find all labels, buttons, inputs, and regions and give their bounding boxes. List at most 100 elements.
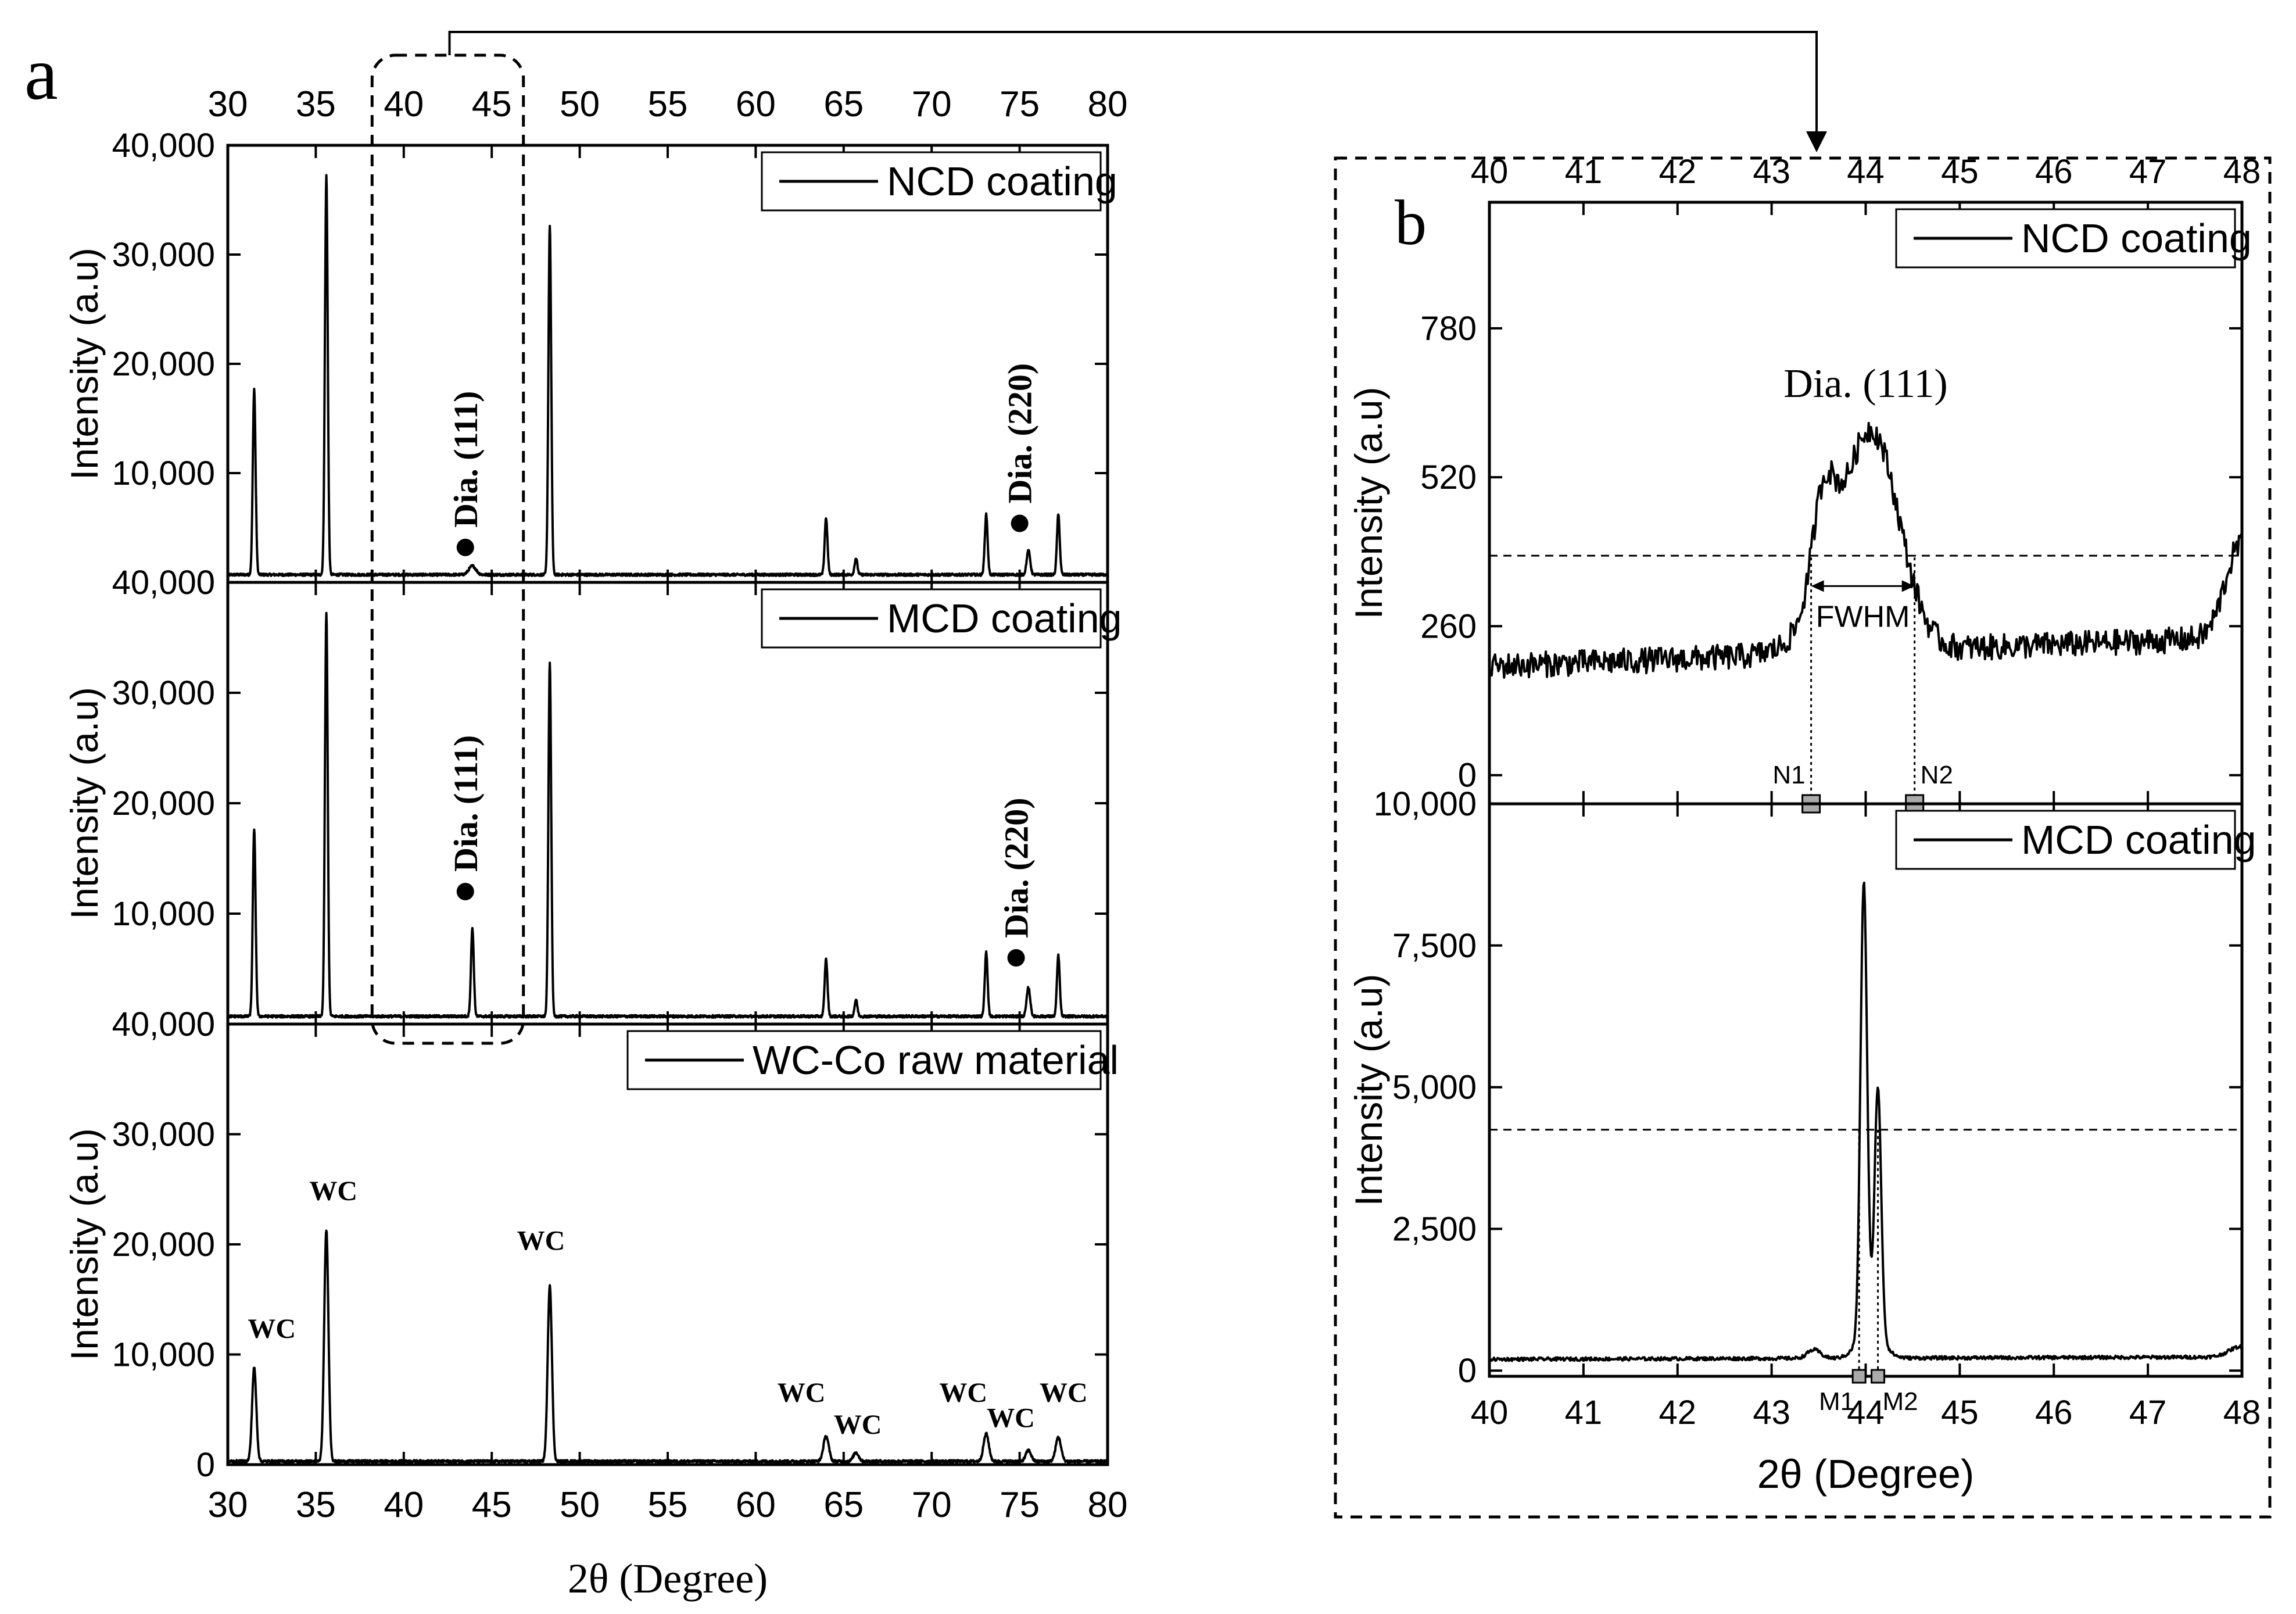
x-tick-label: 50	[560, 1485, 600, 1525]
connector-arrowhead	[1806, 131, 1827, 152]
annotation-marker	[456, 883, 474, 900]
x-tick-label: 35	[296, 1485, 336, 1525]
x-tick-label: 41	[1565, 153, 1603, 191]
annotation-marker	[456, 538, 474, 556]
y-tick-label: 10,000	[1374, 785, 1477, 823]
x-tick-label: 60	[736, 1485, 776, 1525]
x-tick-label: 50	[560, 84, 600, 124]
annotation-label: Dia. (111)	[447, 735, 485, 872]
x-tick-label: 45	[1941, 153, 1979, 191]
y-tick-label: 5,000	[1392, 1069, 1477, 1107]
plot-frame	[1488, 802, 2244, 1378]
x-tick-label: 55	[648, 84, 688, 124]
annotation-label: WC	[309, 1176, 357, 1207]
fwhm-arrowhead-right	[1901, 580, 1915, 592]
marker-square	[1871, 1369, 1886, 1384]
marker-square	[1851, 1369, 1867, 1384]
fwhm-arrowhead-left	[1811, 580, 1824, 592]
annotation-marker	[1007, 949, 1025, 967]
annotation-label: WC	[1040, 1377, 1088, 1408]
panel-b-letter: b	[1395, 187, 1427, 258]
x-tick-label: 70	[912, 84, 952, 124]
x-tick-label: 80	[1088, 1485, 1128, 1525]
y-tick-label: 30,000	[112, 236, 215, 274]
y-tick-label: 0	[1458, 1352, 1477, 1390]
marker-label: N2	[1921, 761, 1953, 789]
x-tick-label: 41	[1565, 1394, 1603, 1432]
chart-b-bot: 0 2,500 5,000 7,500 10,000 Intensity (a.u) MCD…	[1347, 785, 2256, 1416]
y-tick-label: 10,000	[112, 895, 215, 933]
x-tick-label: 30	[208, 1485, 248, 1525]
chart-a-bot: 0 10,000 20,000 30,000 40,000 Intensity (a.u)…	[63, 1005, 1119, 1484]
legend-label: NCD coating	[2021, 216, 2252, 261]
x-tick-label: 44	[1847, 153, 1885, 191]
x-tick-label: 45	[472, 84, 512, 124]
legend-label: MCD coating	[887, 596, 1122, 641]
x-tick-label: 44	[1847, 1394, 1885, 1432]
x-tick-label: 40	[384, 1485, 424, 1525]
chart-b-top: 0 260 520 780 Intensity (a.u) NCD coating FWHM…	[1347, 201, 2252, 814]
x-tick-label: 46	[2035, 1394, 2073, 1432]
series-line	[227, 611, 1109, 1019]
x-tick-label: 48	[2223, 1394, 2261, 1432]
annotation-label: WC	[987, 1403, 1035, 1434]
x-tick-label: 48	[2223, 153, 2261, 191]
x-tick-label: 65	[823, 84, 864, 124]
x-tick-label: 75	[1000, 84, 1040, 124]
chart-a-top: 0 10,000 20,000 30,000 40,000 Intensity (a.u)…	[63, 127, 1117, 602]
annotation-label: WC	[834, 1409, 882, 1440]
x-tick-label: 70	[912, 1485, 952, 1525]
annotation-label: Dia. (111)	[447, 391, 485, 528]
y-tick-label: 0	[196, 564, 215, 602]
annotation-label: WC	[517, 1225, 565, 1256]
marker-label: N1	[1772, 761, 1805, 789]
connector-line	[448, 31, 1818, 138]
x-tick-label: 75	[1000, 1485, 1040, 1525]
legend-label: WC-Co raw material	[753, 1037, 1119, 1083]
annotation-marker	[1011, 514, 1029, 532]
y-tick-label: 260	[1420, 607, 1477, 645]
y-tick-label: 30,000	[112, 1116, 215, 1154]
y-tick-label: 0	[196, 1446, 215, 1484]
series-line	[1488, 421, 2243, 679]
y-tick-label: 20,000	[112, 345, 215, 383]
panel-a-letter: a	[24, 32, 58, 116]
y-tick-label: 40,000	[112, 1005, 215, 1043]
x-tick-label: 43	[1753, 153, 1790, 191]
zoom-connector	[370, 31, 2272, 1519]
series-line	[227, 1229, 1109, 1464]
x-tick-label: 60	[736, 84, 776, 124]
y-tick-label: 0	[196, 1005, 215, 1043]
zoom-region-box	[370, 53, 525, 1045]
x-tick-label: 47	[2129, 153, 2167, 191]
y-tick-label: 30,000	[112, 674, 215, 712]
annotation-label: WC	[778, 1377, 826, 1408]
x-tick-label: 40	[1471, 153, 1509, 191]
y-tick-label: 40,000	[112, 564, 215, 602]
annotation-label: WC	[939, 1377, 987, 1408]
y-axis-label: Intensity (a.u)	[63, 248, 106, 480]
y-tick-label: 7,500	[1392, 927, 1477, 965]
y-axis-label: Intensity (a.u)	[63, 687, 106, 919]
y-axis-label: Intensity (a.u)	[1347, 974, 1390, 1207]
peak-label: Dia. (111)	[1783, 362, 1948, 406]
x-tick-label: 46	[2035, 153, 2073, 191]
plot-frame	[226, 581, 1109, 1026]
y-tick-label: 10,000	[112, 1336, 215, 1374]
annotation-label: WC	[248, 1314, 296, 1344]
x-axis-label: 2θ (Degree)	[568, 1555, 768, 1602]
annotation-label: Dia. (220)	[1001, 363, 1039, 504]
x-tick-label: 80	[1088, 84, 1128, 124]
y-tick-label: 0	[1458, 757, 1477, 795]
series-line	[1488, 881, 2243, 1362]
x-tick-label: 45	[1941, 1394, 1979, 1432]
y-axis-label: Intensity (a.u)	[1347, 387, 1390, 620]
marker-label: M1	[1819, 1387, 1854, 1416]
x-tick-label: 43	[1753, 1394, 1790, 1432]
legend-label: MCD coating	[2021, 817, 2256, 863]
x-tick-label: 40	[384, 84, 424, 124]
y-tick-label: 520	[1420, 459, 1477, 496]
x-tick-label: 35	[296, 84, 336, 124]
y-tick-label: 10,000	[112, 455, 215, 492]
